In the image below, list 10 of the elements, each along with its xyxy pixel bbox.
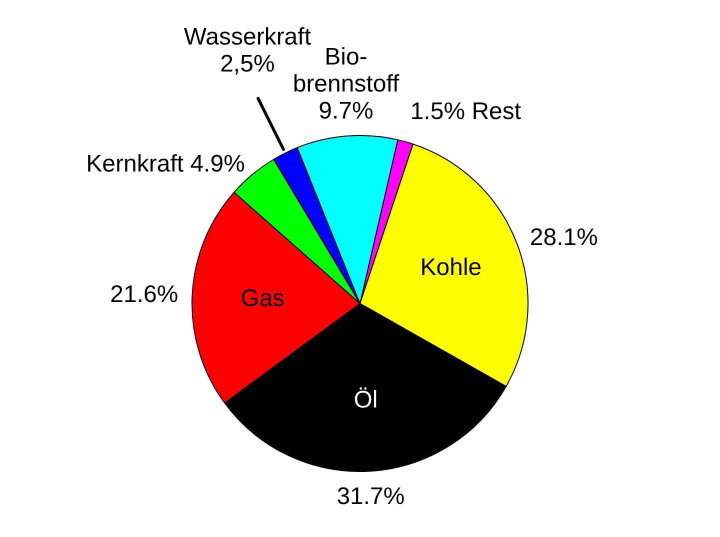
data-label: 31.7% (336, 482, 405, 510)
data-label: 9.7% (318, 98, 374, 125)
slice-label: Gas (240, 284, 285, 312)
slice-label: Öl (354, 386, 378, 414)
data-label: 28.1% (530, 224, 598, 251)
data-label: 2,5% (220, 50, 275, 78)
data-label: 21.6% (110, 280, 178, 308)
slice-label: 1.5% Rest (410, 98, 522, 126)
slice-label: Kernkraft 4.9% (86, 150, 245, 178)
slice-label: Kohle (420, 254, 482, 282)
